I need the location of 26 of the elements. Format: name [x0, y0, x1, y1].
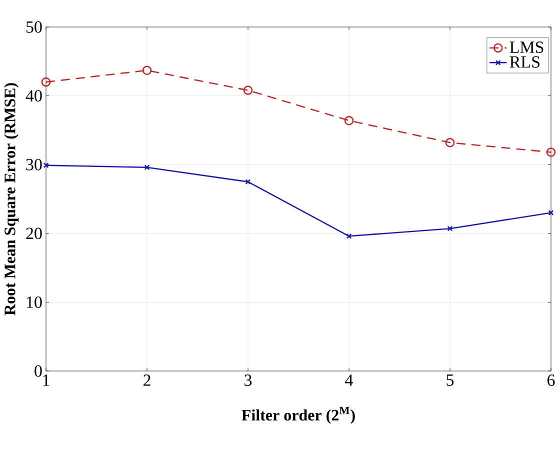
point — [144, 164, 150, 170]
y-tick-label: 40 — [26, 90, 42, 102]
y-tick-label: 50 — [26, 21, 42, 33]
x-tick-label: 6 — [547, 374, 555, 386]
point — [245, 179, 251, 185]
point — [346, 233, 352, 239]
x-tick-label: 2 — [144, 374, 150, 386]
point — [344, 116, 354, 126]
x-tick-label: 4 — [345, 374, 353, 386]
point — [142, 66, 152, 75]
y-tick-label: 10 — [26, 296, 42, 308]
x-axis-title: Filter order (2$^{M}$) — [242, 406, 355, 424]
y-tick-label: 0 — [34, 365, 42, 377]
point — [243, 86, 253, 95]
x-tick-label: 3 — [244, 374, 252, 386]
y-axis-title: Root Mean Square Error (RMSE) — [4, 83, 19, 316]
point — [546, 148, 556, 157]
point — [445, 138, 455, 148]
y-tick-label: 20 — [26, 228, 42, 240]
y-tick-label: 30 — [26, 158, 42, 170]
legend-label: LMS — [510, 42, 544, 53]
legend-label: RLS — [510, 56, 540, 68]
point — [447, 226, 453, 232]
x-tick-label: 1 — [43, 374, 50, 386]
x-tick-label: 5 — [446, 374, 454, 386]
point — [41, 77, 51, 87]
